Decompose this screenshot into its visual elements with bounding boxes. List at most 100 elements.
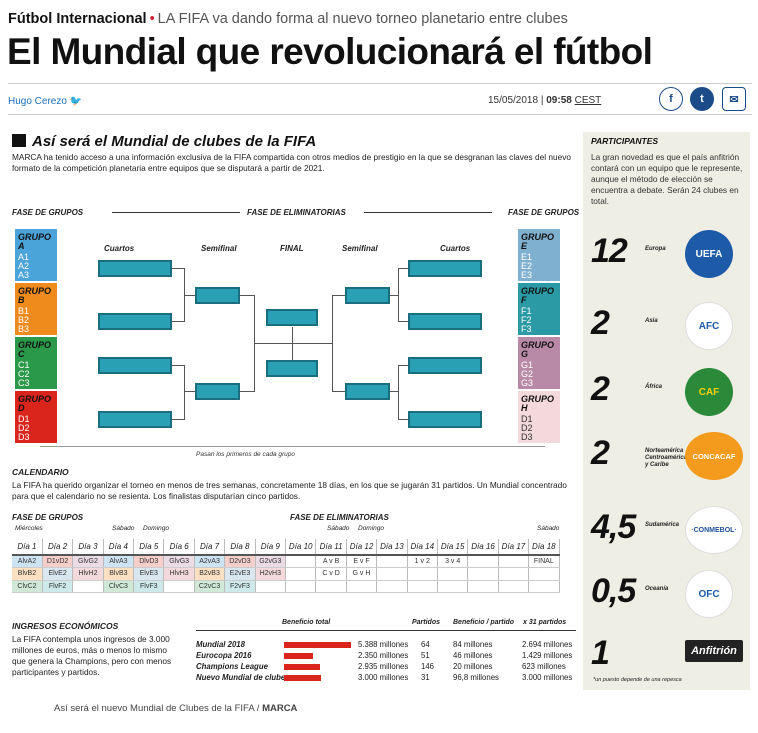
match-cell: C2vC3 [194, 580, 226, 593]
revenue-cell: 20 millones [453, 662, 493, 671]
revenue-cell: 2.935 millones [358, 662, 409, 671]
day-header: Día 1 [12, 539, 43, 556]
section-link[interactable]: Fútbol Internacional [8, 11, 147, 27]
match-cell [285, 555, 317, 568]
revenue-header: Beneficio total Partidos Beneficio / par… [196, 619, 576, 631]
match-cell: A v B [315, 555, 347, 568]
match-cell [376, 555, 408, 568]
round-label: Cuartos [104, 244, 135, 253]
facebook-icon: f [669, 93, 673, 105]
match-cell: E2vE3 [224, 567, 256, 581]
weekday-label: Sábado [327, 525, 350, 532]
match-cell [285, 580, 317, 593]
confederation-logo-icon: UEFA [685, 230, 733, 278]
revenue-cell: 84 millones [453, 640, 493, 649]
confederation-logo-icon: AFC [685, 302, 733, 350]
match-cell: BlvB2 [12, 567, 43, 581]
revenue-cell: 96,8 millones [453, 673, 499, 682]
match-slot [408, 411, 482, 428]
match-cell: H2vH3 [255, 567, 287, 581]
match-cell [528, 580, 560, 593]
weekday-label: Domingo [358, 525, 385, 532]
match-cell [498, 580, 530, 593]
match-cell: FINAL [528, 555, 560, 568]
calendar-title: CALENDARIO [12, 467, 69, 477]
day-header: Día 6 [163, 539, 195, 556]
match-cell: ClvC2 [12, 580, 43, 593]
match-cell: ElvE2 [42, 567, 74, 581]
facebook-share-button[interactable]: f [659, 87, 683, 111]
day-header: Día 16 [467, 539, 499, 556]
revenue-bar [284, 642, 351, 648]
group-card: GRUPO E E1 E2 E3 [518, 229, 560, 281]
slots-number: 2 [591, 434, 610, 472]
match-cell: D1vD2 [42, 555, 74, 568]
revenue-cell: Champions League [196, 662, 268, 671]
confederation-name: Sudamérica [645, 522, 680, 528]
day-header: Día 5 [133, 539, 165, 556]
group-stage-label: FASE DE GRUPOS [12, 208, 84, 217]
divider [8, 83, 752, 84]
match-cell [528, 567, 560, 581]
group-card: GRUPO C C1 C2 C3 [15, 337, 57, 389]
groups-left: GRUPO A A1 A2 A3 GRUPO B B1 B2 B3 GRUPO C C1 C2 C… [15, 229, 57, 443]
confederation-logo-icon: CONCACAF [685, 432, 743, 480]
revenue-cell: Mundial 2018 [196, 640, 245, 649]
mail-icon: ✉ [729, 93, 739, 106]
author-byline[interactable]: Hugo Cerezo 🐦 [8, 96, 83, 107]
separator: • [149, 11, 155, 27]
day-header: Día 13 [376, 539, 408, 556]
match-slot [266, 309, 318, 326]
match-cell: D2vD3 [224, 555, 256, 568]
match-cell: 1 v 2 [407, 555, 438, 568]
day-header: Día 2 [42, 539, 74, 556]
groups-right: GRUPO E E1 E2 E3 GRUPO F F1 F2 F3 GRUPO G G1 G2 G… [518, 229, 560, 443]
match-cell [315, 580, 347, 593]
publish-date: 15/05/2018 | 09:58 CEST [488, 95, 602, 106]
match-cell: A2vA3 [194, 555, 226, 568]
match-cell [346, 580, 378, 593]
calendar-knockout-label: FASE DE ELIMINATORIAS [290, 513, 389, 522]
match-slot [98, 313, 172, 330]
round-label: Semifinal [342, 244, 378, 253]
revenue-cell: 3.000 millones [358, 673, 409, 682]
revenue-text: La FIFA contempla unos ingresos de 3.000… [12, 634, 172, 677]
weekday-label: Domingo [143, 525, 170, 532]
match-cell: GlvG2 [72, 555, 104, 568]
match-cell: G2vG3 [255, 555, 287, 568]
round-label: FINAL [280, 244, 304, 253]
revenue-cell: 2.694 millones [522, 640, 573, 649]
match-cell: AlvA2 [12, 555, 43, 568]
match-cell [407, 580, 438, 593]
group-card: GRUPO A A1 A2 A3 [15, 229, 57, 281]
confederation-name: Asia [645, 318, 658, 324]
confederation-logo-icon: ·CONMEBOL· [685, 506, 743, 554]
day-header: Día 9 [255, 539, 287, 556]
slots-number: 1 [591, 634, 610, 672]
revenue-cell: 3.000 millones [522, 673, 573, 682]
weekday-label: Sábado [112, 525, 135, 532]
day-header: Día 15 [437, 539, 469, 556]
match-cell [467, 580, 499, 593]
confederation-name: Oceanía [645, 586, 669, 592]
match-cell [255, 580, 287, 593]
revenue-cell: 51 [421, 651, 430, 660]
calendar-text: La FIFA ha querido organizar el torneo e… [12, 480, 567, 501]
day-header: Día 11 [315, 539, 347, 556]
day-header: Día 17 [498, 539, 530, 556]
group-card: GRUPO F F1 F2 F3 [518, 283, 560, 335]
email-share-button[interactable]: ✉ [722, 87, 746, 111]
revenue-cell: 64 [421, 640, 430, 649]
match-slot [345, 287, 390, 304]
match-cell [467, 555, 499, 568]
day-header: Día 14 [407, 539, 438, 556]
match-cell: FlvF2 [42, 580, 74, 593]
match-slot [408, 260, 482, 277]
divider [364, 212, 492, 213]
twitter-share-button[interactable]: t [690, 87, 714, 111]
match-cell [285, 567, 317, 581]
match-cell [498, 567, 530, 581]
match-slot [195, 287, 240, 304]
confederation-logo-icon: CAF [685, 368, 733, 416]
match-cell [467, 567, 499, 581]
